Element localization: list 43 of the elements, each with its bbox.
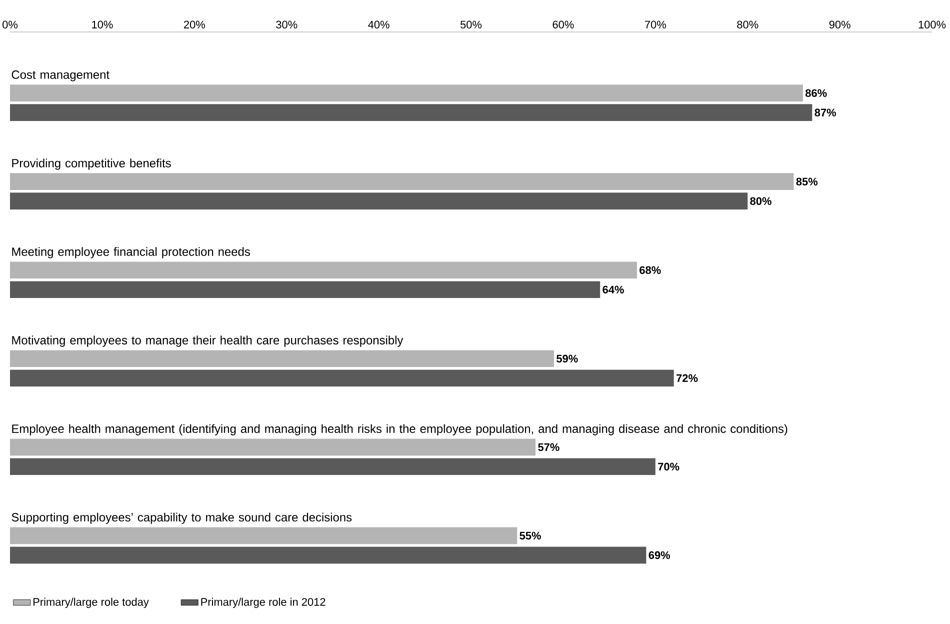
x-tick-label: 90% (829, 20, 850, 28)
y-tick-label: Cost management (12, 70, 110, 82)
bar (10, 350, 554, 368)
bar (10, 370, 674, 387)
data-label: 68% (640, 266, 661, 274)
data-label: 59% (556, 354, 578, 363)
x-tick-label: 40% (368, 20, 390, 28)
data-label: 64% (602, 286, 624, 294)
x-tick-label: 80% (737, 20, 758, 28)
y-tick-label: Providing competitive benefits (12, 158, 171, 170)
bar (10, 546, 646, 564)
bar (10, 104, 812, 121)
data-label: 70% (658, 462, 680, 471)
data-label: 57% (538, 443, 560, 452)
bar (10, 458, 656, 476)
x-tick-label: 0% (2, 20, 18, 28)
bar (10, 84, 803, 102)
y-tick-label: Meeting employee financial protection needs (12, 247, 250, 258)
data-label: 85% (796, 178, 818, 186)
bar (10, 173, 794, 190)
y-tick-label: Supporting employees’ capability to make sound care decisions (12, 512, 352, 524)
legend-label: Primary/large role today (34, 598, 149, 608)
bar (10, 438, 536, 456)
x-tick-label: 20% (184, 20, 205, 28)
x-tick-label: 70% (645, 20, 666, 28)
data-label: 55% (520, 532, 541, 540)
data-label: 72% (676, 374, 698, 382)
bar (10, 262, 637, 279)
x-tick-label: 60% (552, 20, 574, 28)
x-tick-label: 30% (276, 20, 298, 28)
data-label: 87% (814, 108, 836, 116)
x-tick-label: 100% (918, 20, 946, 28)
bar (10, 527, 518, 544)
legend-label: Primary/large role in 2012 (201, 598, 326, 608)
x-tick-label: 10% (92, 20, 113, 28)
x-tick-label: 50% (460, 20, 482, 28)
data-label: 86% (805, 89, 827, 97)
data-label: 69% (648, 551, 670, 560)
y-tick-label: Employee health management (identifying and managing health risks in the employee population, and managing disease and chronic conditions) (12, 424, 788, 436)
bar (10, 281, 600, 298)
y-tick-label: Motivating employees to manage their health care purchases responsibly (12, 336, 404, 347)
bar (10, 192, 748, 210)
data-label: 80% (750, 197, 772, 205)
